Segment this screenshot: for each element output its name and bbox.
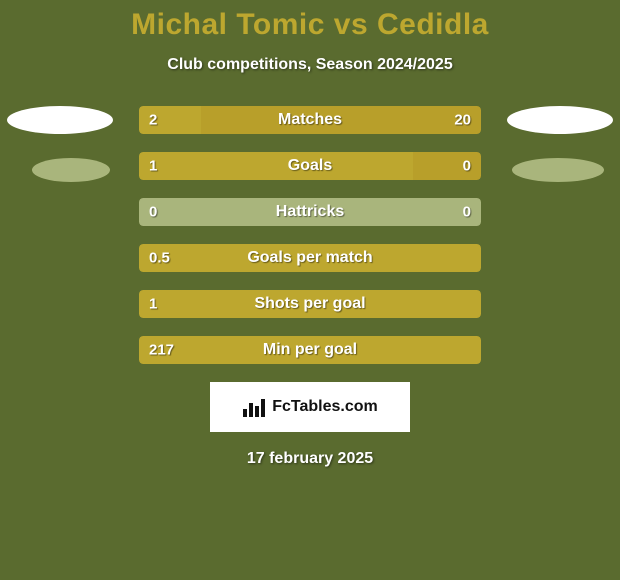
stat-row: 2 20 Matches: [139, 106, 481, 134]
value-left: 217: [149, 342, 174, 359]
stat-label: Hattricks: [276, 203, 344, 221]
bars-icon: [242, 397, 266, 417]
value-left: 0.5: [149, 250, 170, 267]
stat-row: 1 0 Goals: [139, 152, 481, 180]
attribution-text: FcTables.com: [272, 398, 378, 416]
subtitle: Club competitions, Season 2024/2025: [0, 56, 620, 74]
stat-label: Shots per goal: [254, 295, 365, 313]
stat-label: Matches: [278, 111, 342, 129]
date-label: 17 february 2025: [0, 450, 620, 468]
stat-label: Goals per match: [247, 249, 372, 267]
stat-label: Goals: [288, 157, 332, 175]
value-right: 0: [463, 158, 471, 175]
comparison-card: Michal Tomic vs Cedidla Club competition…: [0, 0, 620, 580]
stat-rows: 2 20 Matches 1 0 Goals 0 0 Hattricks 0.5 Goals per…: [0, 106, 620, 364]
page-title: Michal Tomic vs Cedidla: [0, 8, 620, 42]
logo-placeholder: [7, 106, 113, 134]
stat-row: 217 Min per goal: [139, 336, 481, 364]
value-left: 0: [149, 204, 157, 221]
value-right: 0: [463, 204, 471, 221]
value-right: 20: [454, 112, 471, 129]
logo-placeholder: [507, 106, 613, 134]
value-left: 2: [149, 112, 157, 129]
logo-placeholder: [32, 158, 110, 182]
stat-row: 0 0 Hattricks: [139, 198, 481, 226]
stat-row: 1 Shots per goal: [139, 290, 481, 318]
logo-placeholder: [512, 158, 604, 182]
bar-left: [139, 152, 413, 180]
value-left: 1: [149, 158, 157, 175]
attribution-badge: FcTables.com: [210, 382, 410, 432]
chart-area: 2 20 Matches 1 0 Goals 0 0 Hattricks 0.5 Goals per…: [0, 106, 620, 364]
stat-row: 0.5 Goals per match: [139, 244, 481, 272]
stat-label: Min per goal: [263, 341, 357, 359]
value-left: 1: [149, 296, 157, 313]
